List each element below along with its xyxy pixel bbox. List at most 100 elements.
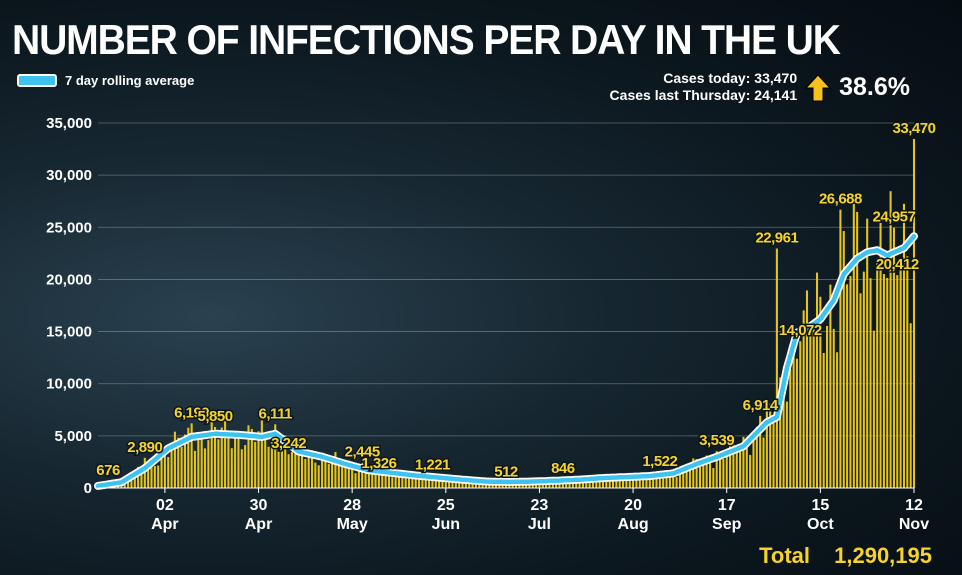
case-bar	[551, 483, 554, 488]
data-label: 6,914	[743, 397, 779, 414]
case-bar	[284, 435, 287, 488]
data-label: 846	[551, 460, 575, 477]
case-bar	[207, 440, 210, 488]
case-bar	[822, 352, 825, 488]
case-bar	[872, 330, 875, 488]
case-bar	[866, 218, 869, 488]
y-tick-label: 30,000	[46, 167, 92, 184]
data-label: 1,522	[642, 453, 677, 470]
case-bar	[815, 272, 819, 488]
case-bar	[347, 460, 350, 488]
case-bar	[167, 456, 170, 488]
data-label: 6,111	[259, 405, 293, 422]
case-bar	[829, 284, 832, 488]
total-label: Total	[759, 543, 810, 568]
case-bar	[705, 455, 708, 488]
case-bar	[729, 442, 732, 488]
case-bar	[742, 436, 745, 488]
case-bar	[645, 473, 648, 488]
case-bar	[795, 358, 798, 488]
case-bar	[608, 475, 611, 488]
case-bar	[715, 451, 718, 488]
case-bar	[217, 439, 220, 488]
case-bar	[143, 457, 146, 488]
case-bar	[601, 480, 605, 488]
case-bar	[397, 472, 401, 488]
legend-label: 7 day rolling average	[65, 73, 195, 88]
case-bar	[759, 415, 762, 488]
case-bar	[234, 433, 237, 488]
case-bar	[478, 483, 481, 488]
case-bar	[254, 441, 257, 488]
case-bar	[805, 290, 809, 488]
x-tick-day: 15	[811, 497, 829, 514]
x-tick-day: 20	[624, 497, 642, 514]
case-bar	[876, 258, 879, 488]
case-bar	[287, 454, 290, 488]
x-tick-day: 28	[343, 497, 361, 514]
case-bar	[839, 209, 842, 488]
data-label: 14,072	[779, 322, 822, 339]
case-bar	[270, 433, 273, 488]
case-bar	[224, 419, 227, 488]
case-bar	[267, 446, 270, 488]
case-bar	[785, 401, 788, 488]
case-bar	[812, 325, 815, 488]
data-label: 5,850	[198, 408, 233, 425]
arrow-up-icon	[805, 74, 832, 102]
x-tick-month: Apr	[245, 516, 273, 533]
case-bar	[862, 271, 865, 488]
case-bar	[203, 448, 207, 488]
legend: 7 day rolling average	[17, 73, 194, 88]
case-bar	[464, 481, 467, 488]
case-bar	[899, 261, 902, 488]
case-bar	[173, 431, 176, 488]
case-bar	[632, 475, 635, 488]
case-bar	[304, 458, 307, 488]
case-bar	[237, 432, 240, 488]
case-bar	[678, 470, 681, 488]
case-bar	[826, 325, 829, 488]
x-tick-month: Jul	[528, 516, 551, 533]
case-bar	[642, 475, 645, 488]
data-label: 22,961	[755, 230, 798, 247]
total-cases: Total 1,290,195	[759, 543, 932, 569]
chart-title: NUMBER OF INFECTIONS PER DAY IN THE UK	[12, 16, 841, 63]
y-tick-label: 10,000	[46, 376, 92, 393]
case-bar	[391, 477, 394, 488]
case-bar	[260, 420, 263, 488]
case-bar	[662, 477, 665, 488]
case-bar	[438, 480, 441, 488]
case-bar	[615, 477, 618, 488]
case-bar	[652, 475, 655, 488]
y-tick-label: 15,000	[46, 324, 92, 341]
rolling-average-outline	[94, 232, 918, 490]
case-bar	[431, 475, 434, 488]
case-bar	[896, 275, 899, 488]
case-bar	[153, 465, 156, 488]
case-bar	[377, 474, 380, 488]
data-label: 2,445	[345, 444, 380, 461]
case-bar	[421, 472, 424, 488]
case-bar	[832, 328, 835, 488]
case-bar	[762, 437, 765, 488]
case-bar	[856, 211, 859, 488]
case-bar	[698, 466, 701, 488]
cases-last-label: Cases last Thursday:	[609, 87, 751, 103]
x-tick-day: 23	[531, 497, 549, 514]
data-label: 24,957	[872, 209, 915, 226]
data-label: 676	[96, 462, 120, 479]
case-bar	[384, 468, 387, 488]
case-bar	[695, 459, 698, 488]
case-bar	[665, 474, 668, 488]
cases-last-row: Cases last Thursday: 24,141	[610, 87, 798, 104]
case-bar	[354, 473, 357, 488]
x-tick-month: Apr	[151, 516, 179, 533]
case-bar	[137, 466, 140, 488]
case-bar	[712, 468, 715, 488]
case-bar	[357, 467, 360, 488]
case-bar	[257, 431, 260, 488]
y-tick-label: 20,000	[46, 271, 92, 288]
case-bar	[682, 466, 685, 488]
case-bar	[140, 468, 143, 488]
